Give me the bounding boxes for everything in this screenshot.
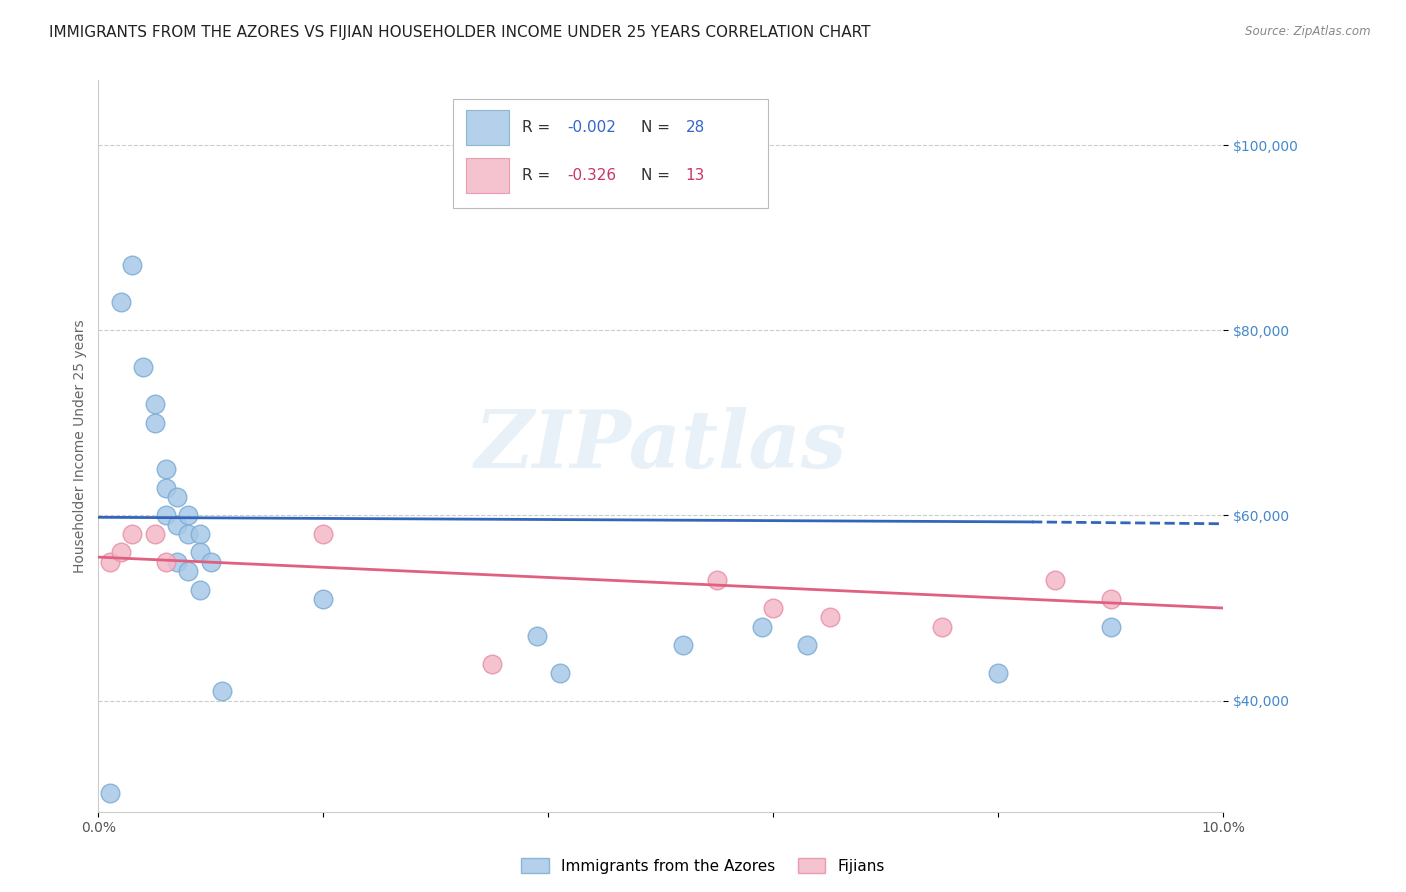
Point bbox=[155, 481, 177, 495]
Point bbox=[177, 527, 200, 541]
Point bbox=[211, 684, 233, 698]
Point bbox=[706, 574, 728, 588]
Point bbox=[312, 591, 335, 606]
Point bbox=[481, 657, 503, 671]
Point bbox=[155, 555, 177, 569]
Point bbox=[166, 517, 188, 532]
Text: -0.002: -0.002 bbox=[568, 120, 616, 136]
Point bbox=[751, 619, 773, 633]
Text: R =: R = bbox=[523, 120, 555, 136]
Point bbox=[312, 527, 335, 541]
Point bbox=[177, 508, 200, 523]
Text: 13: 13 bbox=[686, 168, 704, 183]
Point bbox=[188, 527, 211, 541]
Text: IMMIGRANTS FROM THE AZORES VS FIJIAN HOUSEHOLDER INCOME UNDER 25 YEARS CORRELATI: IMMIGRANTS FROM THE AZORES VS FIJIAN HOU… bbox=[49, 25, 870, 40]
Point bbox=[110, 545, 132, 559]
Point bbox=[155, 462, 177, 476]
Text: ZIPatlas: ZIPatlas bbox=[475, 408, 846, 484]
Point bbox=[762, 601, 785, 615]
Point bbox=[1043, 574, 1066, 588]
Text: -0.326: -0.326 bbox=[568, 168, 617, 183]
Point bbox=[987, 665, 1010, 680]
Text: R =: R = bbox=[523, 168, 555, 183]
Point bbox=[796, 638, 818, 652]
Point bbox=[931, 619, 953, 633]
Point bbox=[98, 786, 121, 800]
Text: 28: 28 bbox=[686, 120, 704, 136]
Point bbox=[177, 564, 200, 578]
Point bbox=[200, 555, 222, 569]
Point bbox=[188, 582, 211, 597]
Text: N =: N = bbox=[641, 120, 675, 136]
Text: N =: N = bbox=[641, 168, 675, 183]
Legend: Immigrants from the Azores, Fijians: Immigrants from the Azores, Fijians bbox=[515, 852, 891, 880]
Point bbox=[155, 508, 177, 523]
FancyBboxPatch shape bbox=[467, 158, 509, 193]
Point bbox=[166, 490, 188, 504]
Point bbox=[98, 555, 121, 569]
FancyBboxPatch shape bbox=[453, 99, 768, 209]
Point bbox=[143, 527, 166, 541]
Point bbox=[1099, 591, 1122, 606]
Point bbox=[188, 545, 211, 559]
Point bbox=[166, 555, 188, 569]
Point bbox=[110, 295, 132, 310]
Point bbox=[143, 416, 166, 430]
Y-axis label: Householder Income Under 25 years: Householder Income Under 25 years bbox=[73, 319, 87, 573]
Text: Source: ZipAtlas.com: Source: ZipAtlas.com bbox=[1246, 25, 1371, 38]
FancyBboxPatch shape bbox=[467, 111, 509, 145]
Point bbox=[143, 397, 166, 411]
Point bbox=[672, 638, 695, 652]
Point bbox=[526, 629, 548, 643]
Point bbox=[121, 527, 143, 541]
Point bbox=[132, 360, 155, 375]
Point bbox=[818, 610, 841, 624]
Point bbox=[548, 665, 571, 680]
Point bbox=[121, 259, 143, 273]
Point bbox=[1099, 619, 1122, 633]
